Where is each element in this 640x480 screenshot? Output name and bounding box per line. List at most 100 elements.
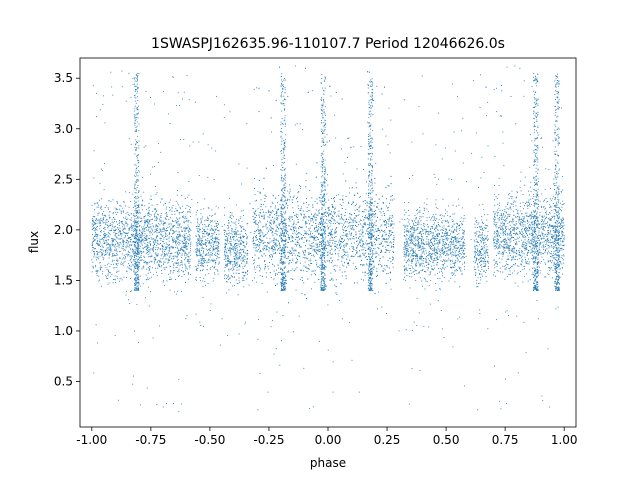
data-point <box>111 238 113 239</box>
data-point <box>211 229 213 231</box>
data-point <box>227 238 229 240</box>
data-point <box>100 229 102 231</box>
data-point <box>352 247 354 249</box>
data-point <box>343 229 345 231</box>
data-point <box>131 229 133 231</box>
data-point <box>161 244 163 246</box>
data-point <box>128 299 129 301</box>
data-point <box>375 256 377 257</box>
data-point <box>197 229 199 231</box>
data-point <box>277 273 278 275</box>
data-point <box>257 225 259 227</box>
data-point <box>324 198 326 200</box>
data-point <box>282 315 284 316</box>
data-point <box>104 241 106 243</box>
data-point <box>146 251 148 253</box>
data-point <box>224 251 226 253</box>
data-point <box>214 263 216 265</box>
data-point <box>176 209 178 211</box>
data-point <box>130 278 132 280</box>
data-point <box>112 252 114 254</box>
data-point <box>145 253 147 255</box>
data-point <box>105 234 107 236</box>
data-point <box>217 247 219 249</box>
data-point <box>116 267 118 268</box>
data-point <box>204 236 206 237</box>
data-point <box>101 254 103 256</box>
data-point <box>151 239 153 241</box>
data-point <box>240 244 242 245</box>
data-point <box>211 235 213 237</box>
data-point <box>206 261 208 263</box>
data-point <box>105 244 107 246</box>
data-point <box>164 222 166 224</box>
data-point <box>290 229 292 231</box>
data-point <box>313 235 315 237</box>
data-point <box>169 253 171 255</box>
data-point <box>373 214 375 216</box>
data-point <box>186 237 188 239</box>
data-point <box>214 254 215 256</box>
data-point <box>111 240 113 242</box>
data-point <box>240 249 242 251</box>
data-point <box>147 219 149 221</box>
data-point <box>155 242 157 244</box>
data-point <box>202 224 203 226</box>
data-point <box>106 242 108 244</box>
data-point <box>161 235 163 237</box>
data-point <box>388 233 390 235</box>
data-point <box>355 231 357 233</box>
data-point <box>322 197 324 199</box>
data-point <box>329 232 331 234</box>
data-point <box>154 212 156 214</box>
data-point <box>366 181 368 183</box>
data-point <box>101 208 103 210</box>
data-point <box>176 105 178 106</box>
data-point <box>321 248 323 249</box>
data-point <box>253 211 255 213</box>
data-point <box>95 232 97 234</box>
data-point <box>368 71 370 73</box>
data-point <box>184 263 186 265</box>
data-point <box>334 220 336 222</box>
data-point <box>199 237 201 239</box>
data-point <box>276 219 278 221</box>
data-point <box>223 246 225 248</box>
data-point <box>173 231 175 233</box>
data-point <box>309 258 311 260</box>
data-point <box>315 209 317 211</box>
data-point <box>226 281 228 283</box>
data-point <box>308 267 309 269</box>
data-point <box>198 235 200 237</box>
data-point <box>280 234 282 236</box>
data-point <box>339 247 341 249</box>
data-point <box>268 216 270 218</box>
data-point <box>253 260 255 261</box>
data-point <box>226 225 228 227</box>
data-point <box>153 274 154 276</box>
data-point <box>339 240 341 242</box>
data-point <box>229 238 231 240</box>
data-point <box>294 254 296 256</box>
data-point <box>99 241 100 242</box>
data-point <box>103 95 104 97</box>
data-point <box>258 257 260 259</box>
data-point <box>182 236 184 238</box>
data-point <box>288 270 290 272</box>
data-point <box>260 250 262 252</box>
data-point <box>108 220 109 222</box>
data-point <box>291 254 293 256</box>
data-point <box>200 260 202 262</box>
data-point <box>371 274 372 276</box>
data-point <box>146 250 148 252</box>
data-point <box>184 245 186 247</box>
data-point <box>246 262 248 264</box>
data-point <box>200 240 202 242</box>
data-point <box>238 240 240 242</box>
data-point <box>356 247 358 249</box>
data-point <box>158 143 160 145</box>
data-point <box>92 266 94 268</box>
data-point <box>147 266 149 268</box>
data-point <box>154 239 156 241</box>
data-point <box>286 230 288 232</box>
